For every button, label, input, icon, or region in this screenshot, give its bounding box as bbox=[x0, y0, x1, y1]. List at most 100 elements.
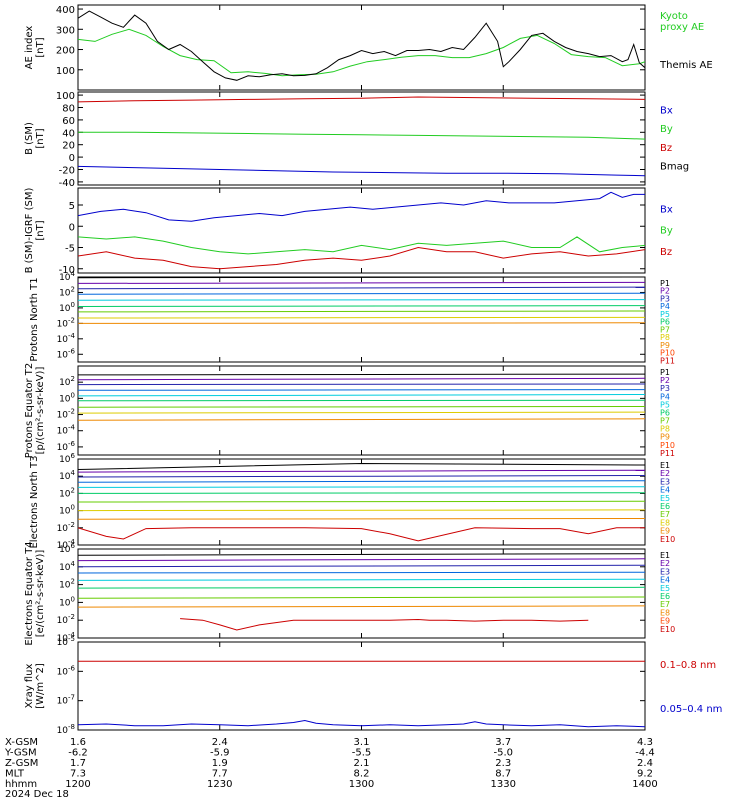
series-line-p2 bbox=[78, 281, 645, 284]
ephemeris-value: -5.5 bbox=[352, 748, 372, 759]
y-tick-label: 102 bbox=[59, 578, 75, 591]
legend-entry: Bx bbox=[660, 204, 673, 215]
legend-entry: E8 bbox=[660, 608, 670, 617]
series-line-themis-ae bbox=[78, 10, 645, 81]
series-line-p3 bbox=[78, 383, 645, 386]
series-line-p4 bbox=[78, 292, 645, 295]
legend-entry: E1 bbox=[660, 551, 670, 560]
legend-entry: E10 bbox=[660, 535, 675, 544]
legend-entry: E8 bbox=[660, 518, 670, 527]
y-tick-label: 102 bbox=[59, 285, 75, 298]
legend-entry: P3 bbox=[660, 294, 670, 303]
y-axis-label: B (SM)[nT] bbox=[24, 122, 46, 155]
series-line-e10 bbox=[78, 527, 645, 542]
legend-entry: P1 bbox=[660, 279, 670, 288]
series-line-e2 bbox=[78, 558, 645, 562]
legend-entry: P11 bbox=[660, 356, 675, 365]
y-tick-label: 0 bbox=[69, 222, 75, 233]
legend-entry: P11 bbox=[660, 449, 675, 458]
legend-entry: E10 bbox=[660, 625, 675, 634]
series-line-kyoto-proxy-ae bbox=[78, 28, 645, 77]
series-line-p8 bbox=[78, 411, 645, 414]
series-line-e8 bbox=[78, 605, 645, 608]
y-tick-label: 10-8 bbox=[57, 723, 75, 736]
panel-frame bbox=[77, 276, 646, 363]
series-line-e6 bbox=[78, 492, 645, 494]
y-tick-label: 10-7 bbox=[57, 694, 75, 707]
y-tick-label: 10-2 bbox=[57, 408, 75, 421]
legend-entry: P5 bbox=[660, 310, 670, 319]
legend-entry: Bz bbox=[660, 247, 672, 258]
series-line-e5 bbox=[78, 486, 645, 488]
legend-entry: P7 bbox=[660, 325, 670, 334]
y-tick-label: 100 bbox=[56, 66, 75, 77]
y-axis-label: AE index[nT] bbox=[24, 26, 46, 70]
y-tick-label: 104 bbox=[59, 469, 75, 482]
date-label: 2024 Dec 18 bbox=[5, 789, 69, 800]
legend-entry: P6 bbox=[660, 408, 670, 417]
legend-entry: E5 bbox=[660, 584, 670, 593]
y-tick-label: 10-6 bbox=[57, 347, 76, 360]
ephemeris-label: Z-GSM bbox=[5, 758, 38, 769]
legend-entry: P8 bbox=[660, 425, 670, 434]
legend-entry: P1 bbox=[660, 368, 670, 377]
legend-entry: P5 bbox=[660, 400, 670, 409]
y-tick-label: -5 bbox=[65, 244, 75, 255]
y-tick-label: 80 bbox=[62, 104, 75, 115]
ephemeris-value: -5.0 bbox=[493, 748, 513, 759]
legend-entry: 0.1–0.8 nm bbox=[660, 660, 716, 671]
legend-entry: P7 bbox=[660, 417, 670, 426]
ephemeris-value: 8.2 bbox=[354, 769, 370, 780]
y-tick-label: 100 bbox=[56, 91, 75, 102]
series-line-p7 bbox=[78, 310, 645, 313]
y-tick-label: 0 bbox=[69, 153, 75, 164]
ephemeris-value: 2.1 bbox=[354, 758, 370, 769]
legend-entry: E7 bbox=[660, 600, 670, 609]
legend-entry: E2 bbox=[660, 469, 670, 478]
series-line-p4 bbox=[78, 389, 645, 391]
legend-entry: P9 bbox=[660, 341, 670, 350]
series-line-p1 bbox=[78, 373, 645, 376]
ephemeris-value: 3.7 bbox=[495, 737, 511, 748]
y-axis-label: Electrons Equator T4[e/(cm²-s-sr-keV)] bbox=[24, 541, 46, 645]
legend-entry: E4 bbox=[660, 486, 670, 495]
series-line-bz bbox=[78, 96, 645, 103]
series-line-p9 bbox=[78, 322, 645, 324]
y-axis-label: Protons North T1 bbox=[29, 277, 40, 361]
series-line-bx bbox=[78, 165, 645, 177]
series-line-e3 bbox=[78, 475, 645, 478]
series-line-p5 bbox=[78, 394, 645, 397]
y-tick-label: 106 bbox=[59, 542, 75, 555]
ephemeris-value: 1300 bbox=[349, 779, 374, 790]
ephemeris-value: 2.3 bbox=[495, 758, 511, 769]
ephemeris-value: 1230 bbox=[207, 779, 232, 790]
legend-entry: Bz bbox=[660, 143, 672, 154]
ephemeris-value: 2.4 bbox=[637, 758, 653, 769]
y-tick-label: 10-2 bbox=[57, 316, 75, 329]
y-tick-label: 100 bbox=[59, 391, 75, 404]
series-line-p9 bbox=[78, 418, 645, 421]
y-tick-label: 10-4 bbox=[57, 424, 76, 437]
legend-entry: Bmag bbox=[660, 161, 689, 172]
ephemeris-value: 1.7 bbox=[70, 758, 86, 769]
y-tick-label: -10 bbox=[59, 265, 75, 276]
ephemeris-label: MLT bbox=[5, 769, 25, 780]
panel-frame bbox=[77, 91, 646, 186]
y-tick-label: 10-4 bbox=[57, 631, 76, 644]
legend-entry: P10 bbox=[660, 441, 675, 450]
series-line-e5 bbox=[78, 578, 645, 581]
panel-dbfield: -10 -5 0 5 B (SM)-IGRF (SM)[nT] Bx By Bz bbox=[24, 187, 673, 276]
legend-entry: E2 bbox=[660, 559, 670, 568]
series-line-e4 bbox=[78, 571, 645, 574]
series-line-bx bbox=[78, 191, 645, 222]
series-line-e6 bbox=[78, 586, 645, 589]
series-line-e10 bbox=[180, 618, 589, 631]
legend-entry: E9 bbox=[660, 527, 670, 536]
series-line-e7 bbox=[78, 596, 645, 599]
ephemeris-label: X-GSM bbox=[5, 737, 38, 748]
ephemeris-value: 4.3 bbox=[637, 737, 653, 748]
y-tick-label: 300 bbox=[56, 25, 75, 36]
y-tick-label: 10-5 bbox=[57, 635, 75, 648]
y-tick-label: 10-4 bbox=[57, 538, 76, 551]
